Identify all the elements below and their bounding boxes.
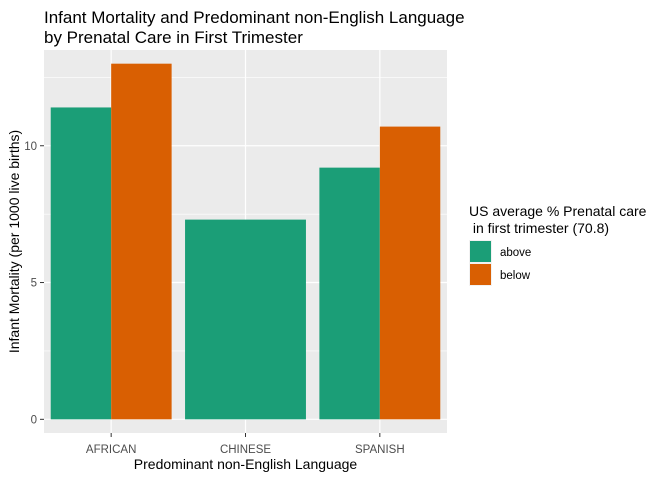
x-tick-label: SPANISH — [355, 444, 405, 456]
bars — [50, 63, 441, 420]
bar-african-below — [111, 63, 172, 420]
x-axis-title: Predominant non-English Language — [134, 456, 358, 472]
bar-chinese-above — [185, 219, 306, 420]
y-tick-label: 10 — [24, 141, 37, 153]
y-axis-title: Infant Mortality (per 1000 live births) — [6, 130, 22, 353]
bar-spanish-above — [319, 167, 380, 420]
chart-title-line-2: by Prenatal Care in First Trimester — [44, 28, 303, 47]
legend: above below — [469, 240, 531, 286]
bar-spanish-below — [379, 126, 441, 420]
chart-title-line-1: Infant Mortality and Predominant non-Eng… — [44, 8, 465, 27]
legend-title-line-2: in first trimester (70.8) — [469, 220, 609, 236]
legend-label-below: below — [500, 270, 531, 282]
x-tick-label: CHINESE — [220, 444, 271, 456]
x-tick-label: AFRICAN — [86, 444, 136, 456]
y-tick-label: 5 — [31, 278, 37, 290]
y-axis: 0 5 10 — [24, 141, 44, 426]
legend-title-line-1: US average % Prenatal care — [469, 203, 647, 219]
legend-swatch-above — [470, 241, 491, 262]
bar-african-above — [50, 107, 112, 420]
y-tick-label: 0 — [31, 414, 37, 426]
x-axis: AFRICAN CHINESE SPANISH — [86, 433, 405, 456]
legend-label-above: above — [500, 247, 531, 259]
legend-swatch-below — [470, 264, 491, 285]
